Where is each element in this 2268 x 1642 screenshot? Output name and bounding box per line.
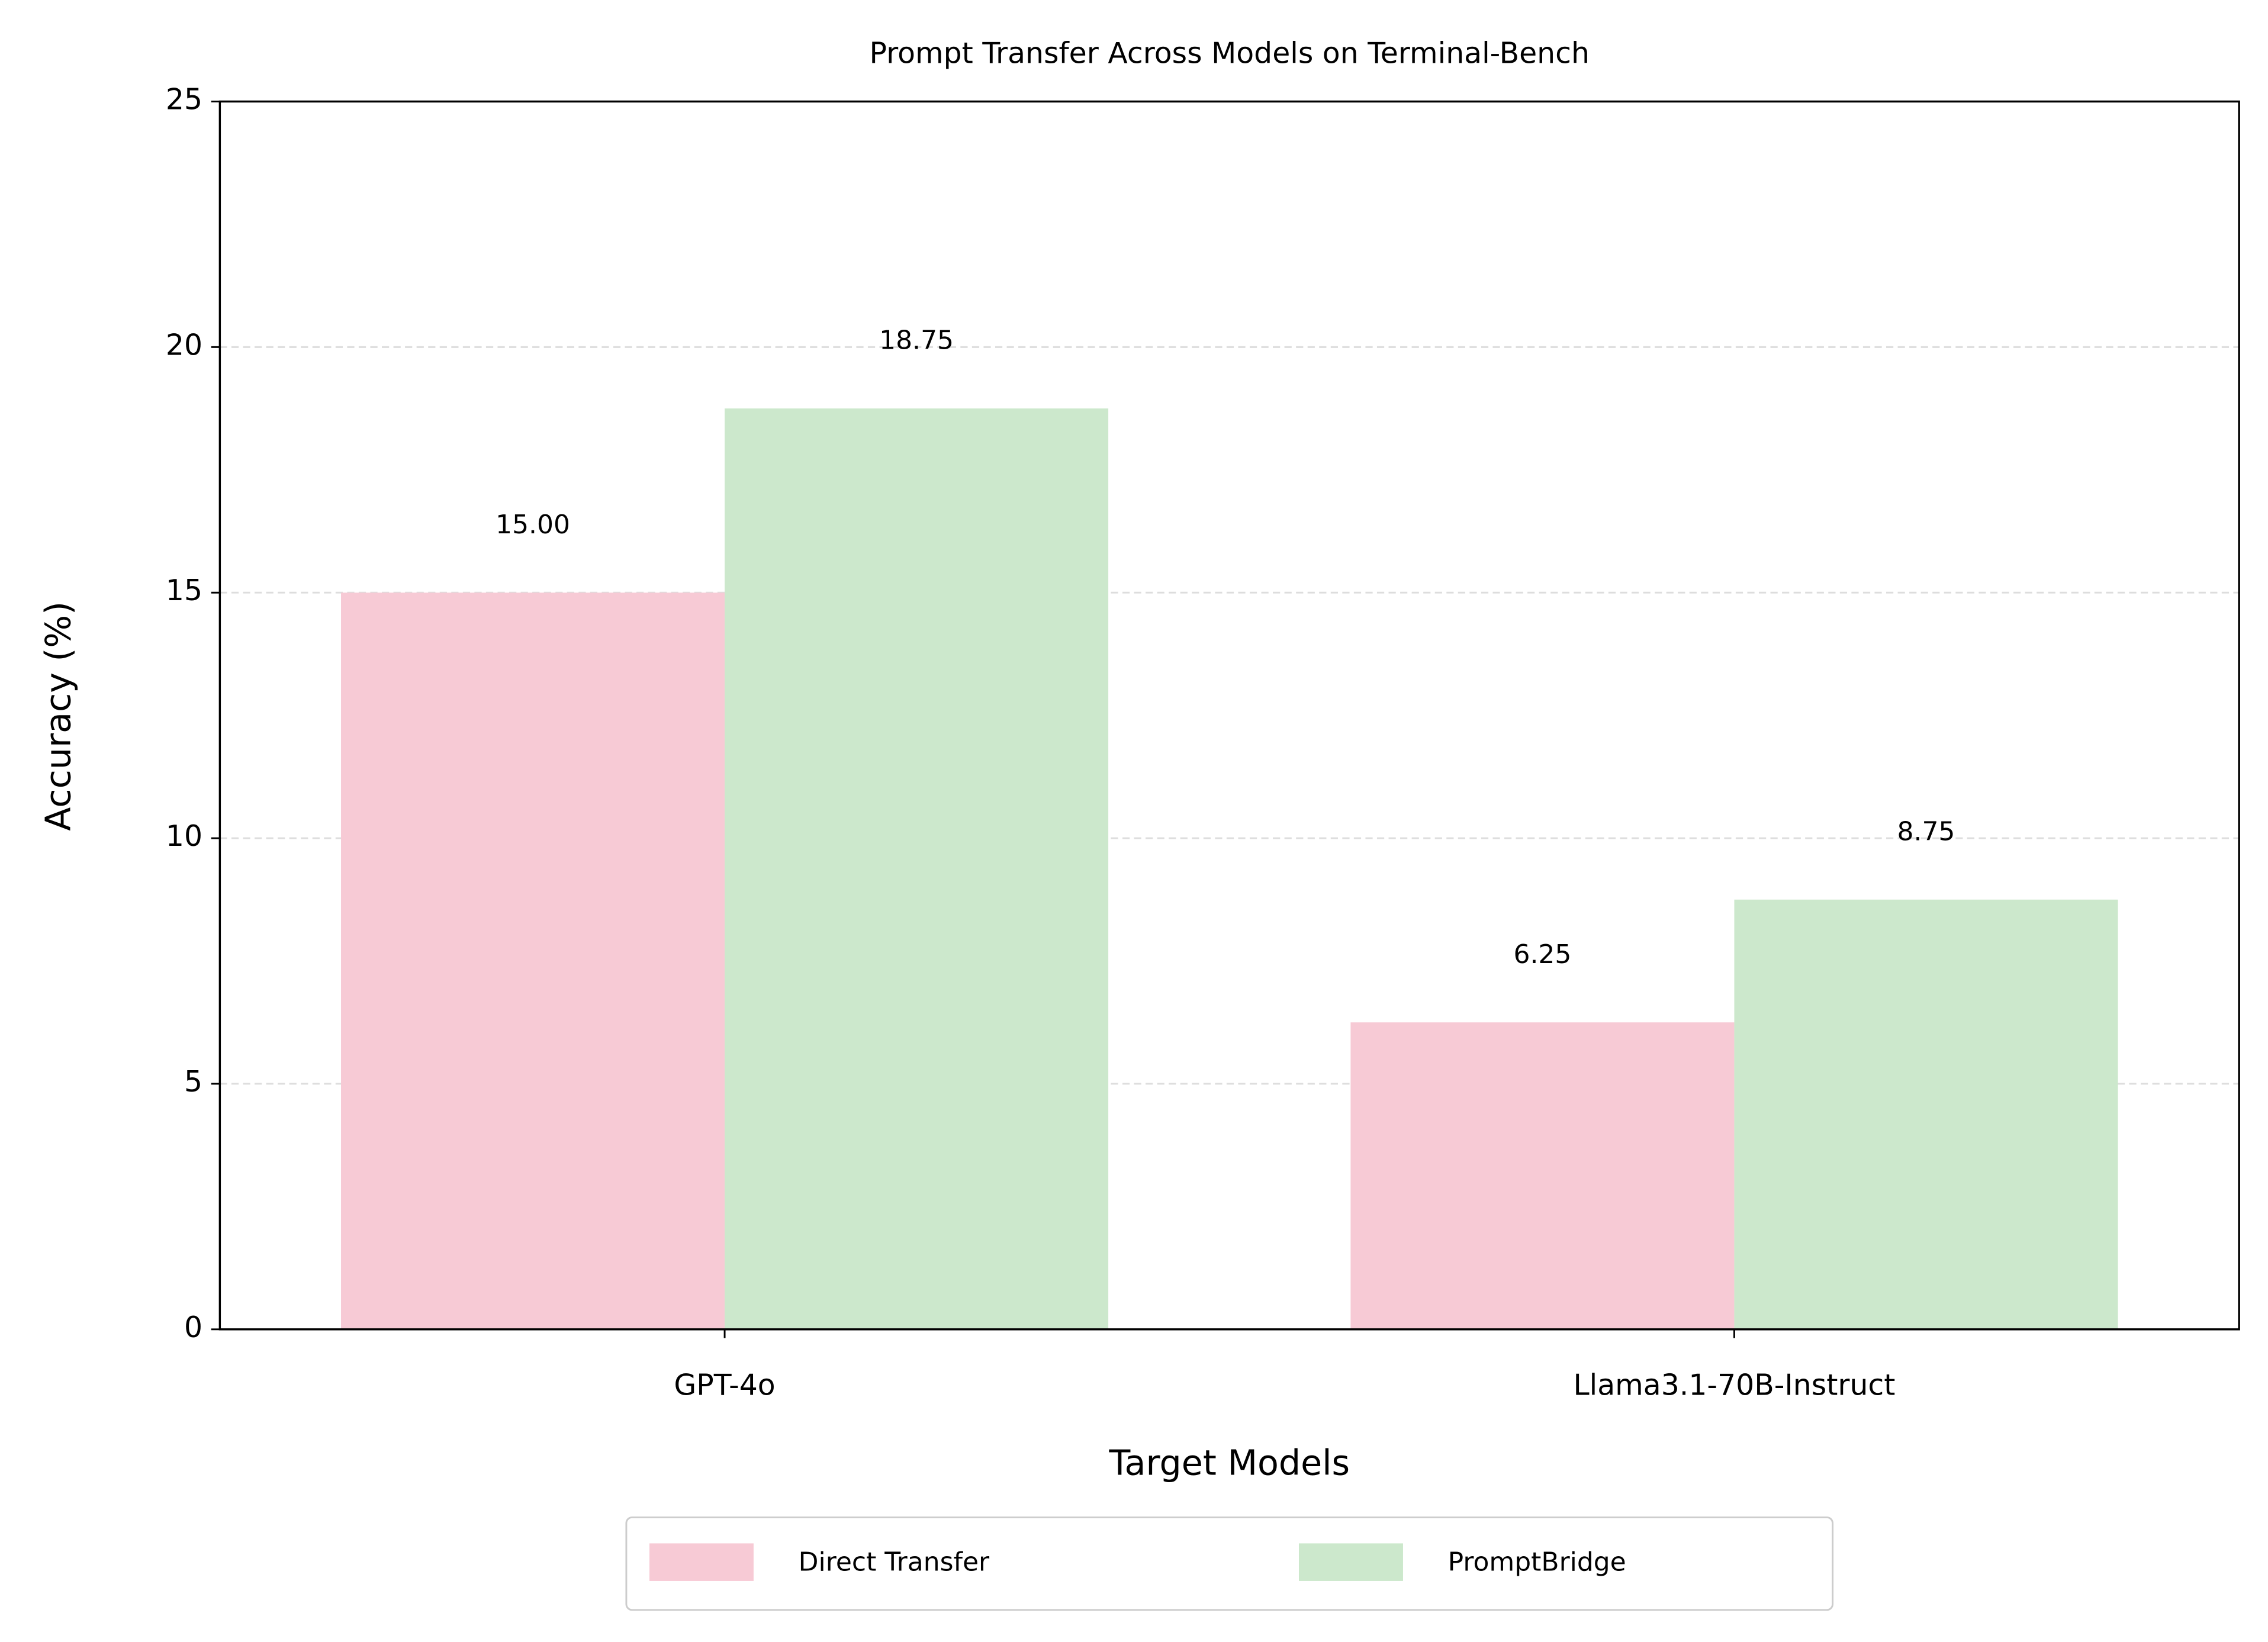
value-label: 15.00 [496,510,570,540]
x-tick-label: GPT-4o [674,1369,775,1402]
y-tick-label: 0 [184,1311,202,1344]
y-tick-label: 20 [166,328,202,362]
chart-title: Prompt Transfer Across Models on Termina… [870,36,1590,70]
bar [1350,1022,1735,1329]
legend-swatch [649,1543,754,1581]
legend-box [625,1516,1834,1611]
plot-frame [218,100,2240,1331]
y-tick-label: 10 [166,819,202,853]
value-label: 18.75 [879,326,954,356]
legend-swatch [1299,1543,1403,1581]
value-label: 8.75 [1897,816,1955,846]
legend-label: Direct Transfer [799,1547,990,1577]
y-axis-label: Accuracy (%) [38,601,79,831]
bar [1734,899,2118,1329]
legend-label: PromptBridge [1448,1547,1626,1577]
value-label: 6.25 [1513,939,1571,970]
x-tick-label: Llama3.1-70B-Instruct [1573,1369,1895,1402]
y-tick-label: 15 [166,574,202,607]
bar [341,593,725,1329]
bar [725,408,1109,1329]
y-tick-label: 25 [166,82,202,116]
y-tick-label: 5 [184,1065,202,1099]
x-axis-label: Target Models [1108,1443,1350,1483]
